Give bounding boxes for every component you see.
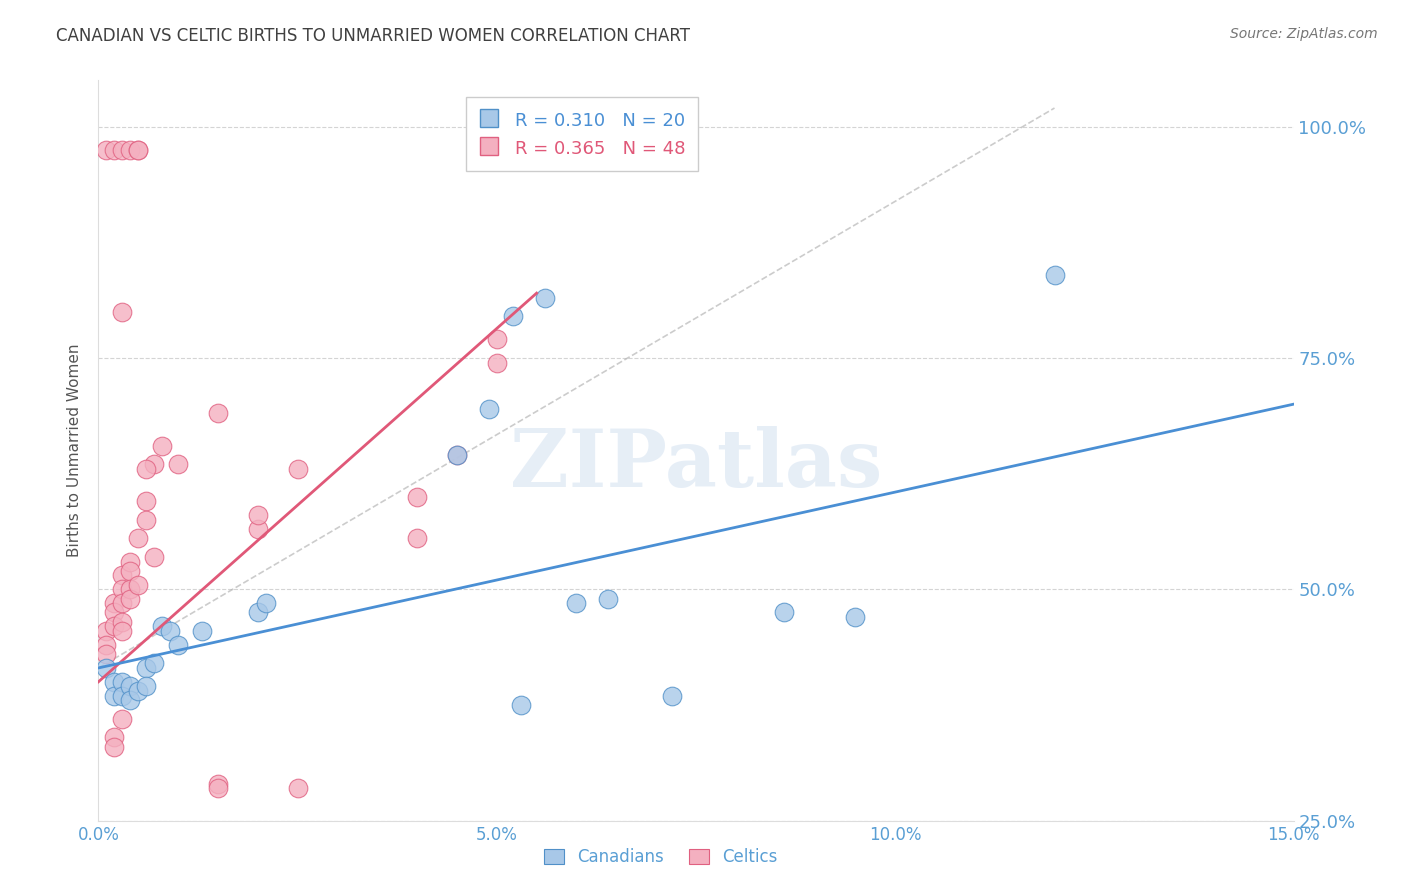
Point (191, 624, 214, 638)
Point (150, 619, 173, 633)
Point (772, 606, 794, 620)
Point (103, 596, 125, 610)
Point (207, 781, 229, 796)
Point (96, 624, 118, 638)
Point (111, 689, 134, 703)
Point (135, 661, 157, 675)
Point (111, 582, 134, 597)
Point (485, 332, 508, 346)
Point (167, 458, 190, 472)
Point (446, 448, 468, 462)
Point (485, 355, 508, 369)
Point (120, 143, 142, 157)
Point (103, 851, 125, 865)
Point (111, 615, 134, 629)
Point (103, 606, 125, 620)
Point (96, 143, 118, 157)
Point (103, 143, 125, 157)
Point (246, 508, 269, 523)
Point (96, 647, 118, 661)
Point (287, 781, 309, 796)
Point (207, 407, 229, 421)
Point (127, 143, 149, 157)
Point (120, 693, 142, 707)
Point (111, 304, 134, 318)
Point (246, 522, 269, 536)
Point (565, 596, 588, 610)
Point (406, 490, 429, 504)
Point (135, 680, 157, 694)
Point (254, 596, 277, 610)
Text: ZIPatlas: ZIPatlas (510, 426, 882, 504)
Point (111, 883, 134, 892)
Point (446, 448, 468, 462)
Point (96, 638, 118, 652)
Point (111, 568, 134, 582)
Point (1043, 268, 1066, 282)
Legend: R = 0.310   N = 20, R = 0.365   N = 48: R = 0.310 N = 20, R = 0.365 N = 48 (465, 96, 697, 171)
Point (478, 401, 501, 416)
Point (598, 591, 620, 606)
Point (159, 624, 181, 638)
Point (167, 638, 190, 652)
Point (103, 731, 125, 745)
Point (502, 310, 524, 324)
Point (287, 462, 309, 476)
Point (111, 883, 134, 892)
Point (533, 291, 555, 305)
Text: CANADIAN VS CELTIC BIRTHS TO UNMARRIED WOMEN CORRELATION CHART: CANADIAN VS CELTIC BIRTHS TO UNMARRIED W… (56, 27, 690, 45)
Point (111, 624, 134, 638)
Point (844, 610, 866, 624)
Point (135, 513, 157, 527)
Point (96, 661, 118, 675)
Point (246, 606, 269, 620)
Point (120, 554, 142, 569)
Point (143, 458, 166, 472)
Point (111, 143, 134, 157)
Point (135, 462, 157, 476)
Point (103, 739, 125, 754)
Point (406, 532, 429, 546)
Point (111, 674, 134, 689)
Point (150, 439, 173, 453)
Point (111, 596, 134, 610)
Point (111, 712, 134, 726)
Point (127, 577, 149, 591)
Legend: Canadians, Celtics: Canadians, Celtics (536, 840, 786, 875)
Point (509, 698, 531, 712)
Point (143, 657, 166, 671)
Point (127, 143, 149, 157)
Point (103, 674, 125, 689)
Point (127, 684, 149, 698)
Point (143, 549, 166, 564)
Text: Source: ZipAtlas.com: Source: ZipAtlas.com (1230, 27, 1378, 41)
Y-axis label: Births to Unmarried Women: Births to Unmarried Women (67, 343, 83, 558)
Point (120, 582, 142, 597)
Point (207, 776, 229, 791)
Point (103, 689, 125, 703)
Point (661, 689, 683, 703)
Point (103, 619, 125, 633)
Point (120, 591, 142, 606)
Point (135, 494, 157, 508)
Point (120, 680, 142, 694)
Point (120, 564, 142, 578)
Point (127, 532, 149, 546)
